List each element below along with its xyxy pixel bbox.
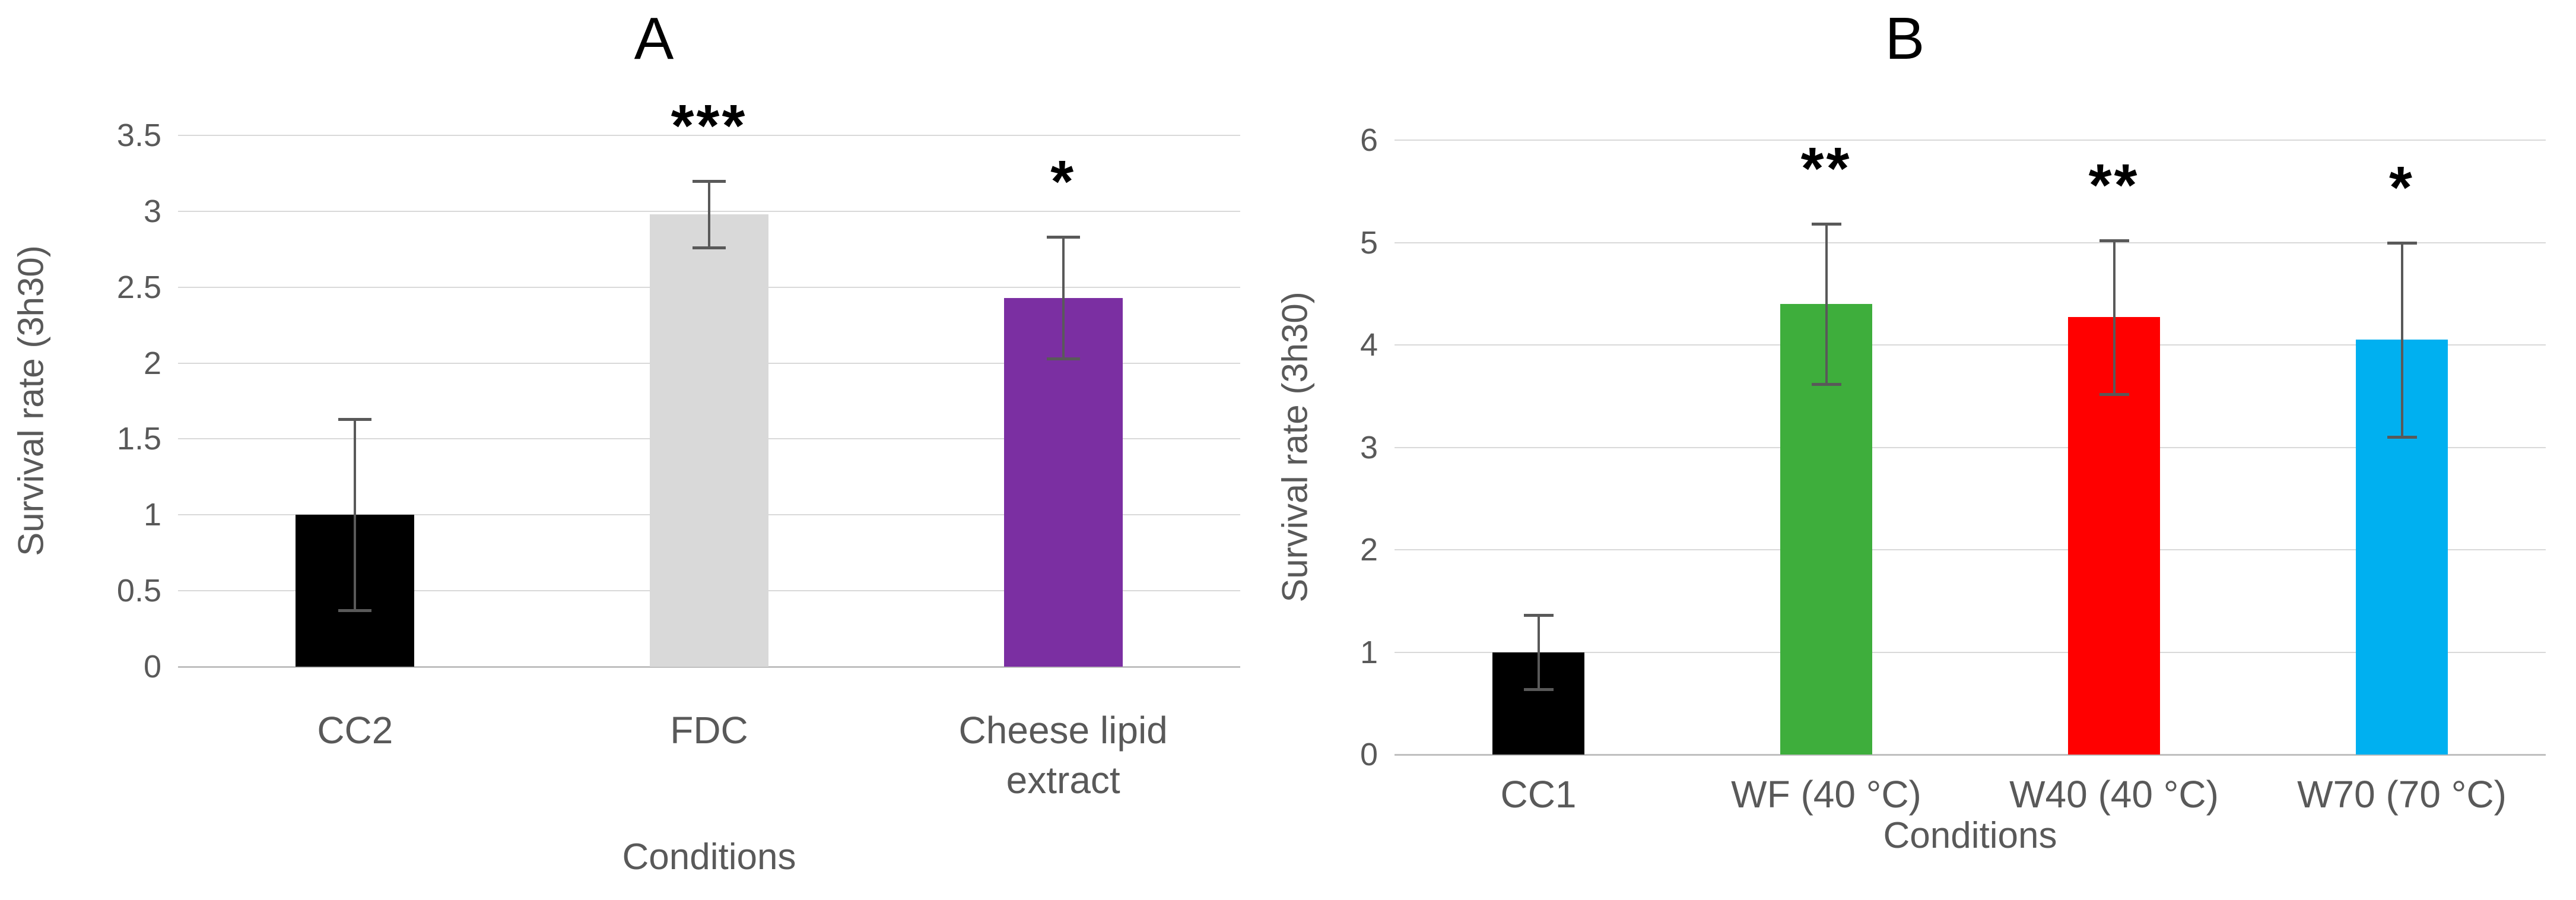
y-tick-label: 1 — [143, 497, 161, 533]
gridline — [1395, 651, 2546, 653]
gridline — [1395, 344, 2546, 346]
error-bar-cap — [338, 418, 372, 422]
gridline — [1395, 549, 2546, 550]
y-tick-label: 6 — [1360, 122, 1378, 158]
error-bar-cap — [2387, 241, 2417, 245]
y-tick-label: 1 — [1360, 634, 1378, 670]
error-bar-cap — [1523, 614, 1554, 617]
category-label: WF (40 °C) — [1731, 773, 1921, 816]
significance-stars: * — [2389, 154, 2415, 221]
y-tick-label: 3.5 — [116, 118, 161, 153]
category-label: CC1 — [1500, 773, 1577, 816]
category-label: W40 (40 °C) — [2009, 773, 2219, 816]
category-label: CC2 — [317, 709, 393, 752]
y-tick-label: 0.5 — [116, 573, 161, 609]
gridline — [1395, 242, 2546, 243]
panel-b-title: B — [1885, 5, 1925, 72]
y-tick-label: 2.5 — [116, 269, 161, 305]
significance-stars: ** — [2088, 152, 2140, 219]
y-tick-label: 3 — [1360, 429, 1378, 465]
panel-a-title: A — [634, 5, 674, 72]
y-tick-label: 2 — [143, 345, 161, 381]
significance-stars: *** — [671, 92, 748, 159]
category-label: W70 (70 °C) — [2297, 773, 2507, 816]
category-label: FDC — [670, 709, 748, 752]
error-bar-line — [2400, 242, 2403, 438]
gridline — [1395, 446, 2546, 448]
y-tick-label: 0 — [143, 649, 161, 684]
error-bar-line — [708, 180, 710, 248]
x-axis-label-a: Conditions — [622, 836, 796, 877]
error-bar-cap — [1046, 357, 1080, 360]
error-bar-cap — [1046, 236, 1080, 239]
error-bar-line — [354, 419, 357, 611]
gridline — [1395, 140, 2546, 141]
error-bar-cap — [1523, 687, 1554, 691]
error-bar-cap — [338, 609, 372, 613]
error-bar-cap — [693, 179, 726, 183]
category-label: Cheese lipid extract — [958, 709, 1168, 802]
gridline — [178, 135, 1240, 136]
error-bar-cap — [693, 246, 726, 250]
bar-fdc — [650, 214, 768, 667]
error-bar-cap — [1811, 382, 1841, 386]
error-bar-cap — [2099, 392, 2129, 396]
x-axis-line — [1395, 754, 2546, 756]
x-axis-label-b: Conditions — [1883, 815, 2057, 856]
y-tick-label: 1.5 — [116, 421, 161, 457]
y-tick-label: 2 — [1360, 532, 1378, 568]
y-tick-label: 0 — [1360, 737, 1378, 772]
error-bar-line — [2113, 240, 2116, 394]
error-bar-line — [1537, 615, 1540, 689]
error-bar-line — [1062, 237, 1065, 359]
error-bar-cap — [2099, 239, 2129, 243]
y-tick-label: 4 — [1360, 327, 1378, 363]
significance-stars: ** — [1800, 135, 1852, 202]
y-tick-label: 5 — [1360, 224, 1378, 261]
significance-stars: * — [1050, 148, 1076, 216]
error-bar-line — [1825, 224, 1828, 384]
error-bar-cap — [1811, 223, 1841, 226]
error-bar-cap — [2387, 436, 2417, 439]
y-tick-label: 3 — [143, 193, 161, 229]
x-axis-line — [178, 666, 1240, 668]
